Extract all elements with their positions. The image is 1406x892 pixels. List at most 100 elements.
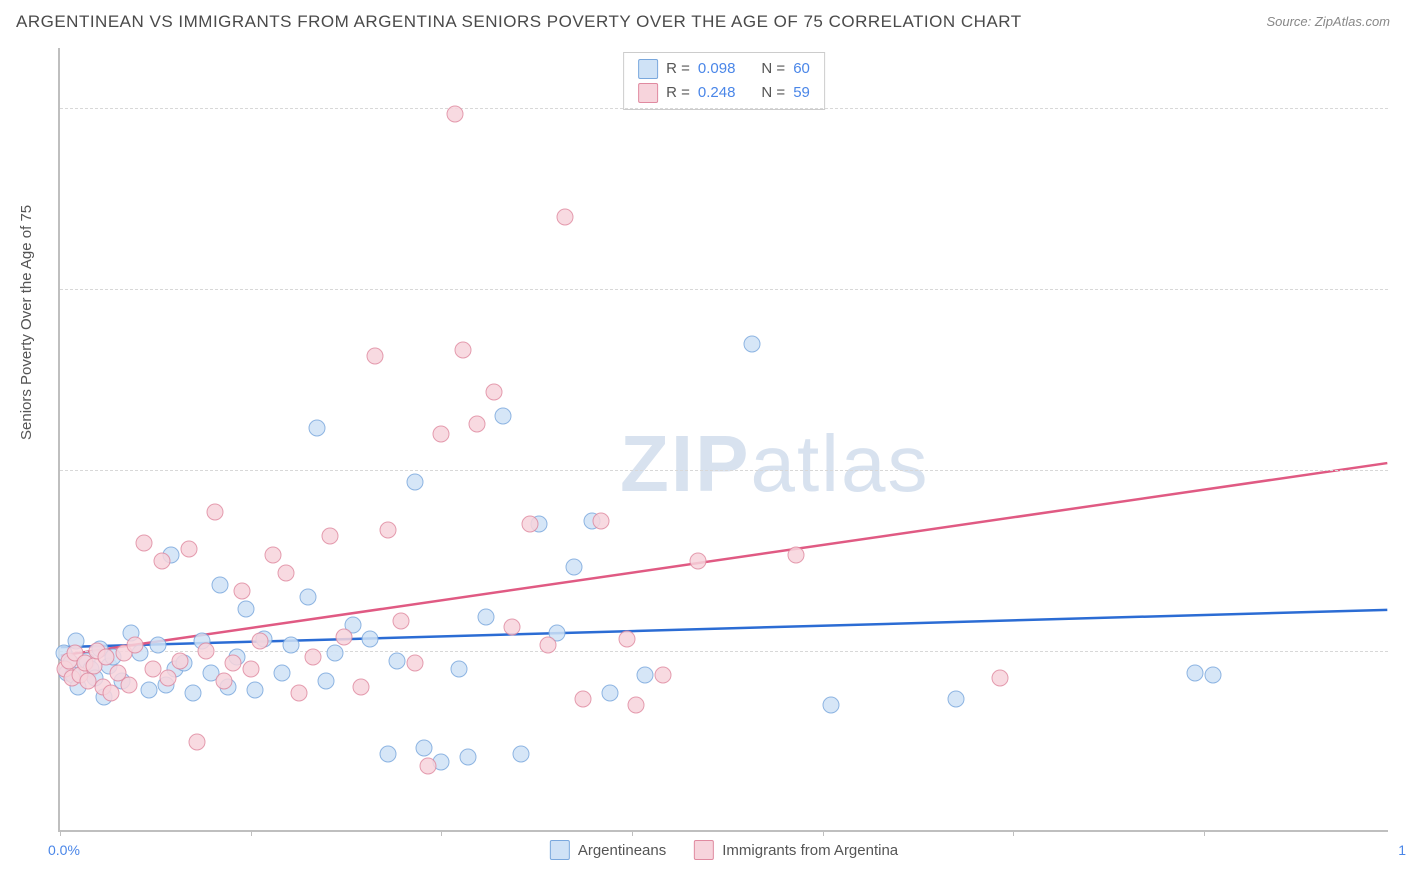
scatter-point <box>238 600 255 617</box>
legend-series-label: Immigrants from Argentina <box>722 842 898 859</box>
scatter-point <box>380 745 397 762</box>
correlation-legend: R = 0.098 N = 60R = 0.248 N = 59 <box>623 52 825 110</box>
scatter-point <box>628 697 645 714</box>
legend-n-label: N = <box>761 57 785 81</box>
x-tick-mark <box>441 830 442 836</box>
scatter-point <box>366 347 383 364</box>
scatter-point <box>282 637 299 654</box>
legend-swatch <box>638 83 658 103</box>
legend-row: R = 0.098 N = 60 <box>638 57 810 81</box>
scatter-point <box>98 649 115 666</box>
scatter-point <box>743 335 760 352</box>
scatter-point <box>318 673 335 690</box>
legend-swatch <box>694 840 714 860</box>
scatter-point <box>451 661 468 678</box>
scatter-point <box>433 425 450 442</box>
scatter-point <box>103 685 120 702</box>
scatter-point <box>388 652 405 669</box>
x-tick-label: 0.0% <box>48 842 80 858</box>
y-axis-label: Seniors Poverty Over the Age of 75 <box>18 205 35 440</box>
scatter-point <box>446 106 463 123</box>
x-tick-mark <box>632 830 633 836</box>
scatter-point <box>406 474 423 491</box>
scatter-point <box>592 512 609 529</box>
legend-item: Immigrants from Argentina <box>694 840 898 860</box>
legend-item: Argentineans <box>550 840 666 860</box>
scatter-point <box>406 655 423 672</box>
scatter-point <box>322 528 339 545</box>
legend-n-value: 59 <box>793 81 810 105</box>
scatter-point <box>153 552 170 569</box>
x-tick-mark <box>1204 830 1205 836</box>
legend-r-value: 0.098 <box>698 57 736 81</box>
scatter-point <box>495 407 512 424</box>
scatter-point <box>619 631 636 648</box>
legend-row: R =0.248N =59 <box>638 81 810 105</box>
scatter-point <box>991 669 1008 686</box>
scatter-point <box>211 576 228 593</box>
scatter-point <box>304 649 321 666</box>
scatter-point <box>127 637 144 654</box>
gridline <box>60 470 1388 471</box>
scatter-point <box>149 637 166 654</box>
scatter-point <box>278 564 295 581</box>
scatter-point <box>171 652 188 669</box>
source-label: Source: ZipAtlas.com <box>1266 14 1390 29</box>
legend-r-value: 0.248 <box>698 81 736 105</box>
scatter-point <box>264 546 281 563</box>
scatter-point <box>335 628 352 645</box>
legend-r-label: R = <box>666 57 690 81</box>
scatter-point <box>207 504 224 521</box>
scatter-point <box>251 633 268 650</box>
scatter-point <box>185 685 202 702</box>
legend-n-label: N = <box>761 81 785 105</box>
scatter-point <box>1186 664 1203 681</box>
legend-swatch <box>550 840 570 860</box>
scatter-point <box>380 522 397 539</box>
scatter-point <box>513 745 530 762</box>
scatter-point <box>468 416 485 433</box>
scatter-point <box>140 681 157 698</box>
scatter-point <box>300 588 317 605</box>
scatter-point <box>477 609 494 626</box>
trend-lines <box>60 48 1388 830</box>
scatter-point <box>575 691 592 708</box>
scatter-point <box>455 341 472 358</box>
gridline <box>60 289 1388 290</box>
scatter-point <box>415 739 432 756</box>
scatter-point <box>291 685 308 702</box>
scatter-point <box>823 697 840 714</box>
legend-series-label: Argentineans <box>578 842 666 859</box>
legend-n-value: 60 <box>793 57 810 81</box>
scatter-point <box>136 534 153 551</box>
scatter-point <box>654 667 671 684</box>
scatter-point <box>160 669 177 686</box>
scatter-point <box>247 681 264 698</box>
scatter-point <box>121 676 138 693</box>
x-tick-mark <box>823 830 824 836</box>
scatter-point <box>393 612 410 629</box>
scatter-point <box>362 631 379 648</box>
scatter-point <box>419 757 436 774</box>
legend-swatch <box>638 59 658 79</box>
scatter-point <box>459 749 476 766</box>
scatter-point <box>690 552 707 569</box>
scatter-point <box>504 618 521 635</box>
watermark: ZIPatlas <box>620 418 929 510</box>
chart-plot-area: ZIPatlas R =0.098N =60R =0.248N =59 Arge… <box>58 48 1388 832</box>
scatter-point <box>787 546 804 563</box>
gridline <box>60 108 1388 109</box>
gridline <box>60 651 1388 652</box>
scatter-point <box>198 643 215 660</box>
scatter-point <box>539 637 556 654</box>
scatter-point <box>224 655 241 672</box>
x-tick-label: 15.0% <box>1398 842 1406 858</box>
scatter-point <box>242 661 259 678</box>
scatter-point <box>521 516 538 533</box>
scatter-point <box>326 645 343 662</box>
scatter-point <box>309 419 326 436</box>
scatter-point <box>233 582 250 599</box>
scatter-point <box>486 383 503 400</box>
scatter-point <box>601 685 618 702</box>
scatter-point <box>557 208 574 225</box>
